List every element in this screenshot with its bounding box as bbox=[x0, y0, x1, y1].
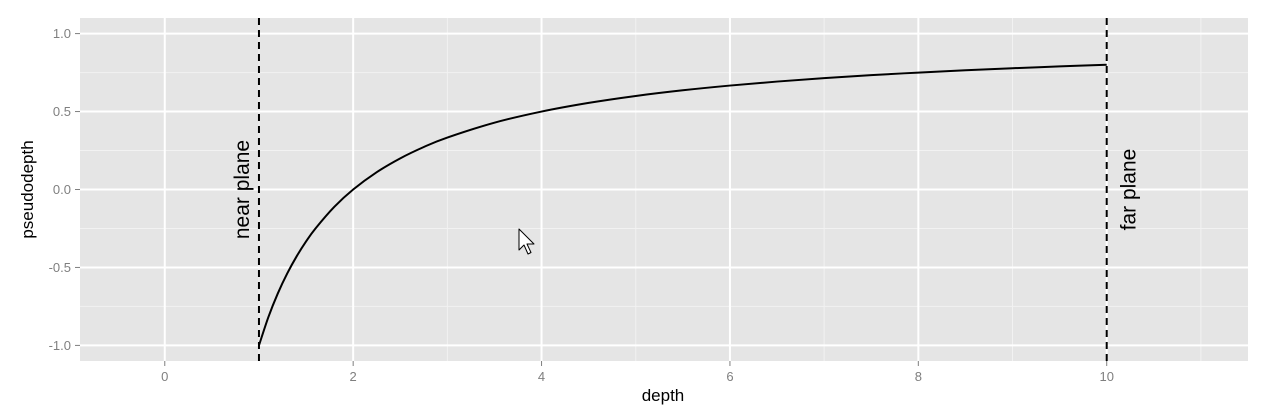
y-tick-label: 0.5 bbox=[53, 104, 71, 119]
y-tick-label: 1.0 bbox=[53, 26, 71, 41]
x-tick-label: 10 bbox=[1099, 369, 1113, 384]
y-tick-label: -0.5 bbox=[49, 260, 71, 275]
y-tick-label: 0.0 bbox=[53, 182, 71, 197]
annotations: near plane far plane bbox=[231, 140, 1141, 239]
x-tick-label: 4 bbox=[538, 369, 545, 384]
x-axis-title: depth bbox=[642, 386, 685, 405]
x-axis-ticks: 0 2 4 6 8 10 bbox=[161, 361, 1114, 384]
x-tick-label: 8 bbox=[915, 369, 922, 384]
mouse-cursor-icon bbox=[518, 228, 535, 255]
far-plane-label: far plane bbox=[1118, 149, 1141, 231]
near-plane-label: near plane bbox=[231, 140, 254, 239]
y-axis-ticks: -1.0 -0.5 0.0 0.5 1.0 bbox=[49, 26, 80, 353]
series-group bbox=[258, 63, 1107, 346]
y-tick-label: -1.0 bbox=[49, 338, 71, 353]
x-tick-label: 2 bbox=[350, 369, 357, 384]
x-tick-label: 0 bbox=[161, 369, 168, 384]
x-tick-label: 6 bbox=[726, 369, 733, 384]
y-axis-title: pseudodepth bbox=[18, 140, 37, 238]
cursor-arrow bbox=[518, 228, 535, 255]
reference-lines bbox=[257, 18, 1108, 361]
grid-lines bbox=[80, 18, 1248, 361]
pseudodepth-curve bbox=[258, 63, 1107, 346]
